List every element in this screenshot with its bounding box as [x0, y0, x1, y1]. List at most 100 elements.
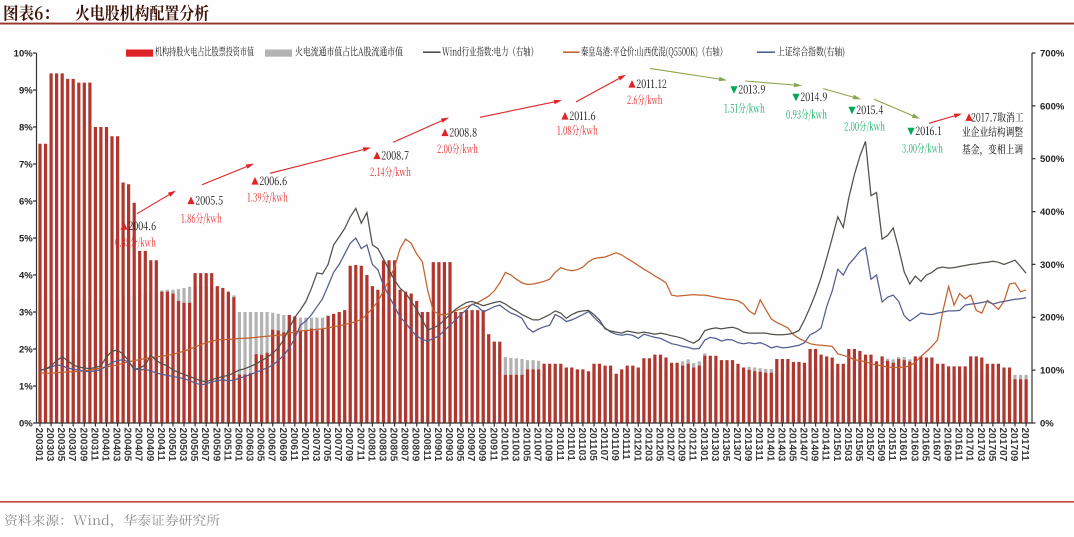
svg-text:201005: 201005 — [521, 428, 532, 462]
svg-text:200607: 200607 — [266, 428, 277, 462]
svg-text:201607: 201607 — [931, 428, 942, 462]
svg-text:201707: 201707 — [997, 428, 1008, 462]
svg-text:100%: 100% — [1040, 366, 1065, 377]
svg-text:200801: 200801 — [365, 428, 376, 462]
svg-text:201207: 201207 — [665, 428, 676, 462]
svg-text:1%: 1% — [19, 381, 33, 392]
svg-text:200811: 200811 — [421, 428, 432, 462]
svg-text:201405: 201405 — [786, 428, 797, 462]
svg-text:201411: 201411 — [820, 428, 831, 462]
svg-text:201505: 201505 — [853, 428, 864, 462]
svg-text:201507: 201507 — [864, 428, 875, 462]
svg-text:200905: 200905 — [454, 428, 465, 462]
svg-text:200403: 200403 — [111, 428, 122, 462]
svg-text:8%: 8% — [19, 122, 33, 133]
svg-text:200301: 200301 — [33, 428, 44, 462]
svg-text:700%: 700% — [1040, 48, 1065, 59]
svg-text:400%: 400% — [1040, 207, 1065, 218]
svg-text:200903: 200903 — [443, 428, 454, 462]
svg-text:200911: 200911 — [487, 428, 498, 462]
svg-text:201503: 201503 — [842, 428, 853, 462]
svg-text:6%: 6% — [19, 196, 33, 207]
svg-text:3%: 3% — [19, 307, 33, 318]
svg-text:200711: 200711 — [354, 428, 365, 462]
svg-text:200609: 200609 — [277, 428, 288, 462]
svg-text:201711: 201711 — [1019, 428, 1030, 462]
svg-text:201603: 201603 — [908, 428, 919, 462]
svg-text:200503: 200503 — [177, 428, 188, 462]
svg-text:201211: 201211 — [687, 428, 698, 462]
svg-text:201007: 201007 — [532, 428, 543, 462]
svg-text:200411: 200411 — [155, 428, 166, 462]
svg-text:200703: 200703 — [310, 428, 321, 462]
svg-text:201511: 201511 — [886, 428, 897, 462]
svg-text:200601: 200601 — [232, 428, 243, 462]
svg-text:200805: 200805 — [388, 428, 399, 462]
svg-text:200309: 200309 — [77, 428, 88, 462]
svg-text:200305: 200305 — [55, 428, 66, 462]
svg-text:201605: 201605 — [919, 428, 930, 462]
svg-text:200603: 200603 — [244, 428, 255, 462]
svg-text:200611: 200611 — [288, 428, 299, 462]
svg-text:201303: 201303 — [709, 428, 720, 462]
svg-text:200707: 200707 — [332, 428, 343, 462]
svg-text:201705: 201705 — [986, 428, 997, 462]
svg-text:201703: 201703 — [975, 428, 986, 462]
svg-text:200401: 200401 — [100, 428, 111, 462]
svg-text:201109: 201109 — [609, 428, 620, 462]
svg-text:201709: 201709 — [1008, 428, 1019, 462]
svg-text:201111: 201111 — [620, 428, 631, 461]
svg-text:201403: 201403 — [775, 428, 786, 462]
svg-text:201401: 201401 — [764, 428, 775, 462]
svg-text:9%: 9% — [19, 85, 33, 96]
svg-text:201101: 201101 — [565, 428, 576, 462]
svg-text:201011: 201011 — [554, 428, 565, 462]
svg-text:201205: 201205 — [654, 428, 665, 462]
svg-text:200705: 200705 — [321, 428, 332, 462]
svg-text:200505: 200505 — [188, 428, 199, 462]
svg-text:200803: 200803 — [377, 428, 388, 462]
svg-text:0%: 0% — [1040, 418, 1054, 429]
svg-text:200909: 200909 — [476, 428, 487, 462]
svg-text:201409: 201409 — [809, 428, 820, 462]
svg-text:201203: 201203 — [642, 428, 653, 462]
svg-text:4%: 4% — [19, 270, 33, 281]
svg-text:200709: 200709 — [343, 428, 354, 462]
svg-text:200409: 200409 — [144, 428, 155, 462]
svg-text:200307: 200307 — [66, 428, 77, 462]
svg-text:200507: 200507 — [199, 428, 210, 462]
svg-text:201509: 201509 — [875, 428, 886, 462]
svg-text:201105: 201105 — [587, 428, 598, 462]
svg-text:200807: 200807 — [399, 428, 410, 462]
svg-text:201309: 201309 — [742, 428, 753, 462]
svg-text:200501: 200501 — [166, 428, 177, 462]
svg-text:201311: 201311 — [753, 428, 764, 462]
svg-text:201003: 201003 — [509, 428, 520, 462]
svg-text:200809: 200809 — [410, 428, 421, 462]
svg-text:200303: 200303 — [44, 428, 55, 462]
svg-text:201001: 201001 — [498, 428, 509, 462]
svg-text:10%: 10% — [14, 48, 34, 59]
svg-text:201609: 201609 — [942, 428, 953, 462]
svg-text:0%: 0% — [19, 418, 33, 429]
svg-text:200311: 200311 — [88, 428, 99, 462]
svg-text:2%: 2% — [19, 344, 33, 355]
svg-text:201305: 201305 — [720, 428, 731, 462]
svg-text:7%: 7% — [19, 159, 33, 170]
svg-text:600%: 600% — [1040, 101, 1065, 112]
svg-text:201201: 201201 — [631, 428, 642, 462]
svg-text:200907: 200907 — [465, 428, 476, 462]
svg-text:201601: 201601 — [897, 428, 908, 462]
svg-text:200511: 200511 — [221, 428, 232, 462]
svg-text:200605: 200605 — [255, 428, 266, 462]
svg-text:200405: 200405 — [122, 428, 133, 462]
svg-text:201701: 201701 — [964, 428, 975, 462]
svg-text:201301: 201301 — [698, 428, 709, 462]
svg-text:200%: 200% — [1040, 313, 1065, 324]
svg-text:201407: 201407 — [798, 428, 809, 462]
svg-text:200407: 200407 — [133, 428, 144, 462]
svg-text:5%: 5% — [19, 233, 33, 244]
svg-text:201307: 201307 — [731, 428, 742, 462]
svg-text:500%: 500% — [1040, 154, 1065, 165]
svg-text:201209: 201209 — [676, 428, 687, 462]
